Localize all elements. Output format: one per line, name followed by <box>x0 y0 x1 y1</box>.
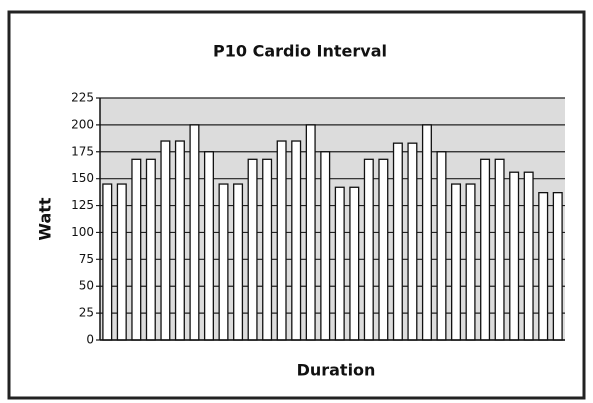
bar <box>276 140 287 341</box>
bar <box>262 158 273 341</box>
y-tick-label: 100 <box>71 225 94 239</box>
y-tick-label: 75 <box>79 252 94 266</box>
bar <box>233 183 244 341</box>
y-tick-label: 200 <box>71 117 94 131</box>
bar <box>116 183 127 341</box>
bar <box>392 142 403 341</box>
bar <box>131 158 142 341</box>
bar <box>538 191 549 341</box>
bar <box>523 171 534 341</box>
bar <box>465 183 476 341</box>
bar <box>291 140 302 341</box>
bar <box>378 158 389 341</box>
bar <box>363 158 374 341</box>
bar <box>203 151 214 341</box>
bar <box>320 151 331 341</box>
bar <box>407 142 418 341</box>
y-tick-label: 150 <box>71 171 94 185</box>
bar <box>436 151 447 341</box>
y-tick-label: 25 <box>79 306 94 320</box>
y-axis-label: Watt <box>36 197 55 241</box>
y-tick-label: 0 <box>86 333 94 347</box>
bar <box>349 186 360 341</box>
bar <box>189 124 200 341</box>
bar <box>494 158 505 341</box>
bar <box>218 183 229 341</box>
bar <box>552 191 563 341</box>
bar <box>247 158 258 341</box>
bar <box>174 140 185 341</box>
bar <box>145 158 156 341</box>
y-tick-label: 225 <box>71 91 94 105</box>
x-axis-label: Duration <box>297 361 376 380</box>
y-tick-label: 175 <box>71 144 94 158</box>
y-tick-label: 50 <box>79 279 94 293</box>
chart-title: P10 Cardio Interval <box>213 42 387 61</box>
bar <box>480 158 491 341</box>
bar <box>160 140 171 341</box>
bar <box>102 183 113 341</box>
bar <box>305 124 316 341</box>
bar <box>334 186 345 341</box>
bar <box>451 183 462 341</box>
bar <box>509 171 520 341</box>
y-tick-label: 125 <box>71 198 94 212</box>
bar <box>421 124 432 341</box>
